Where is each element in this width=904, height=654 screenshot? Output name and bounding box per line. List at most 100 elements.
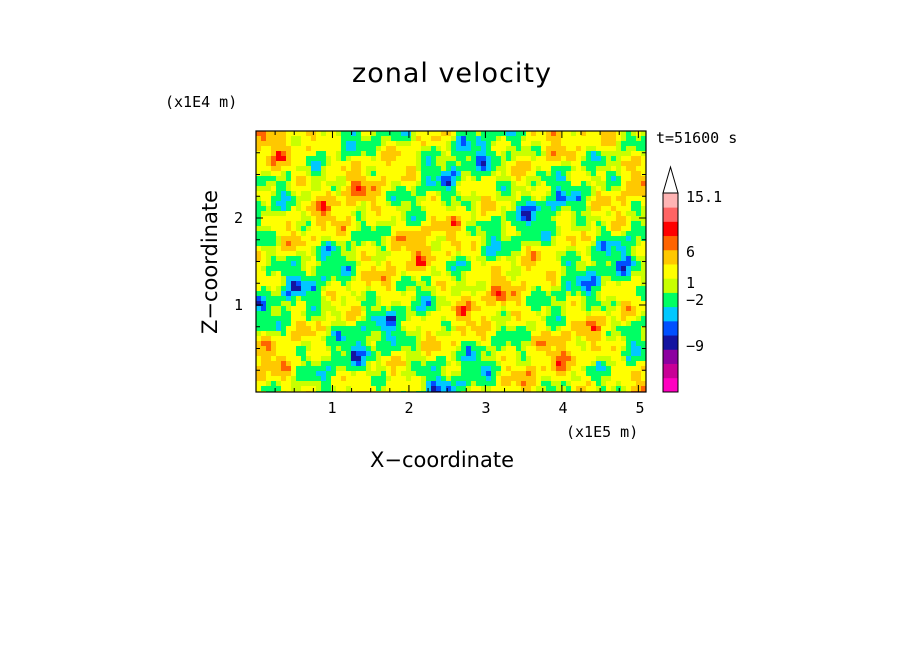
- field-cell: [431, 366, 437, 372]
- field-cell: [556, 181, 562, 187]
- field-cell: [411, 366, 417, 372]
- field-cell: [551, 286, 557, 292]
- field-cell: [366, 276, 372, 282]
- field-cell: [351, 361, 357, 367]
- field-cell: [401, 151, 407, 157]
- field-cell: [616, 296, 622, 302]
- field-cell: [356, 166, 362, 172]
- field-cell: [501, 136, 507, 142]
- field-cell: [396, 186, 402, 192]
- field-cell: [411, 166, 417, 172]
- field-cell: [461, 236, 467, 242]
- field-cell: [351, 316, 357, 322]
- field-cell: [621, 276, 627, 282]
- field-cell: [301, 326, 307, 332]
- field-cell: [451, 236, 457, 242]
- field-cell: [551, 251, 557, 257]
- field-cell: [421, 241, 427, 247]
- field-cell: [546, 341, 552, 347]
- field-cell: [606, 296, 612, 302]
- field-cell: [401, 141, 407, 147]
- field-cell: [506, 181, 512, 187]
- field-cell: [341, 221, 347, 227]
- field-cell: [466, 266, 472, 272]
- field-cell: [271, 306, 277, 312]
- field-cell: [431, 276, 437, 282]
- field-cell: [441, 281, 447, 287]
- field-cell: [296, 326, 302, 332]
- field-cell: [391, 221, 397, 227]
- field-cell: [256, 166, 262, 172]
- field-cell: [616, 371, 622, 377]
- field-cell: [316, 161, 322, 167]
- field-cell: [271, 301, 277, 307]
- field-cell: [331, 321, 337, 327]
- field-cell: [621, 226, 627, 232]
- field-cell: [496, 381, 502, 387]
- field-cell: [536, 226, 542, 232]
- field-cell: [346, 251, 352, 257]
- field-cell: [431, 221, 437, 227]
- field-cell: [276, 356, 282, 362]
- field-cell: [481, 161, 487, 167]
- field-cell: [276, 241, 282, 247]
- field-cell: [351, 296, 357, 302]
- field-cell: [626, 261, 632, 267]
- field-cell: [481, 131, 487, 137]
- field-cell: [596, 316, 602, 322]
- field-cell: [491, 256, 497, 262]
- field-cell: [431, 261, 437, 267]
- field-cell: [381, 221, 387, 227]
- field-cell: [601, 171, 607, 177]
- field-cell: [601, 331, 607, 337]
- field-cell: [621, 326, 627, 332]
- field-cell: [296, 246, 302, 252]
- field-cell: [511, 291, 517, 297]
- field-cell: [361, 206, 367, 212]
- field-cell: [576, 356, 582, 362]
- field-cell: [546, 266, 552, 272]
- field-cell: [386, 231, 392, 237]
- field-cell: [341, 161, 347, 167]
- field-cell: [516, 186, 522, 192]
- field-cell: [476, 266, 482, 272]
- field-cell: [281, 281, 287, 287]
- field-cell: [571, 141, 577, 147]
- field-cell: [516, 301, 522, 307]
- field-cell: [346, 181, 352, 187]
- field-cell: [606, 136, 612, 142]
- field-cell: [376, 181, 382, 187]
- field-cell: [311, 321, 317, 327]
- field-cell: [341, 241, 347, 247]
- field-cell: [526, 361, 532, 367]
- field-cell: [411, 186, 417, 192]
- field-cell: [461, 171, 467, 177]
- field-cell: [261, 181, 267, 187]
- field-cell: [421, 171, 427, 177]
- field-cell: [296, 261, 302, 267]
- field-cell: [551, 226, 557, 232]
- field-cell: [316, 146, 322, 152]
- field-cell: [536, 291, 542, 297]
- field-cell: [426, 311, 432, 317]
- field-cell: [291, 266, 297, 272]
- field-cell: [336, 211, 342, 217]
- field-cell: [606, 146, 612, 152]
- field-cell: [301, 381, 307, 387]
- field-cell: [576, 171, 582, 177]
- field-cell: [566, 186, 572, 192]
- field-cell: [516, 296, 522, 302]
- field-cell: [471, 346, 477, 352]
- x-tick-label: 5: [635, 399, 645, 417]
- field-cell: [311, 231, 317, 237]
- field-cell: [266, 346, 272, 352]
- field-cell: [561, 251, 567, 257]
- field-cell: [586, 206, 592, 212]
- field-cell: [301, 351, 307, 357]
- field-cell: [471, 291, 477, 297]
- field-cell: [516, 261, 522, 267]
- field-cell: [396, 236, 402, 242]
- field-cell: [366, 226, 372, 232]
- field-cell: [516, 226, 522, 232]
- field-cell: [501, 201, 507, 207]
